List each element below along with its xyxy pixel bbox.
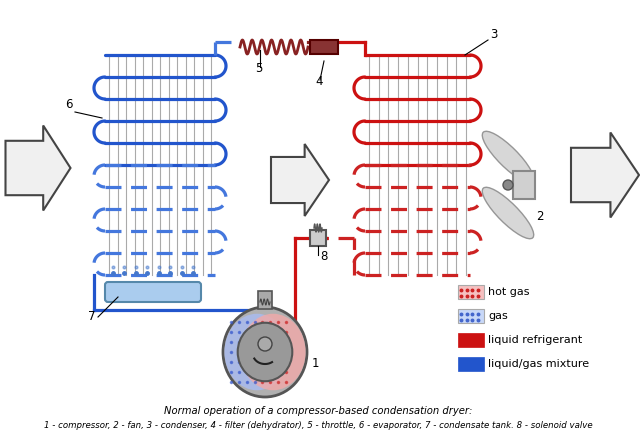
Text: 2: 2 bbox=[536, 210, 543, 223]
Bar bbox=[513, 171, 535, 199]
Ellipse shape bbox=[483, 131, 534, 183]
Ellipse shape bbox=[223, 307, 307, 397]
Text: 3: 3 bbox=[490, 28, 497, 41]
Ellipse shape bbox=[483, 187, 534, 239]
Bar bbox=[458, 309, 484, 323]
Bar bbox=[458, 333, 484, 347]
Bar bbox=[310, 230, 326, 246]
Text: 5: 5 bbox=[255, 62, 262, 75]
Bar bbox=[258, 291, 272, 309]
Text: Normal operation of a compressor-based condensation dryer:: Normal operation of a compressor-based c… bbox=[164, 406, 472, 416]
Text: hot gas: hot gas bbox=[488, 287, 529, 297]
Text: 1: 1 bbox=[312, 357, 319, 370]
Bar bbox=[310, 40, 338, 54]
Text: 7: 7 bbox=[88, 310, 95, 323]
Text: 4: 4 bbox=[315, 75, 323, 88]
Ellipse shape bbox=[225, 314, 289, 390]
Circle shape bbox=[503, 180, 513, 190]
FancyBboxPatch shape bbox=[105, 282, 201, 302]
Text: 6: 6 bbox=[65, 98, 72, 111]
Polygon shape bbox=[271, 144, 329, 216]
Bar bbox=[458, 357, 484, 371]
Bar bbox=[458, 285, 484, 299]
Ellipse shape bbox=[237, 323, 292, 381]
Text: 1 - compressor, 2 - fan, 3 - condenser, 4 - filter (dehydrator), 5 - throttle, 6: 1 - compressor, 2 - fan, 3 - condenser, … bbox=[44, 421, 592, 430]
Text: 8: 8 bbox=[320, 250, 328, 263]
Text: liquid refrigerant: liquid refrigerant bbox=[488, 335, 582, 345]
Polygon shape bbox=[6, 126, 70, 210]
Circle shape bbox=[258, 337, 272, 351]
Polygon shape bbox=[571, 132, 639, 218]
Text: gas: gas bbox=[488, 311, 508, 321]
Text: liquid/gas mixture: liquid/gas mixture bbox=[488, 359, 589, 369]
Ellipse shape bbox=[241, 314, 305, 390]
